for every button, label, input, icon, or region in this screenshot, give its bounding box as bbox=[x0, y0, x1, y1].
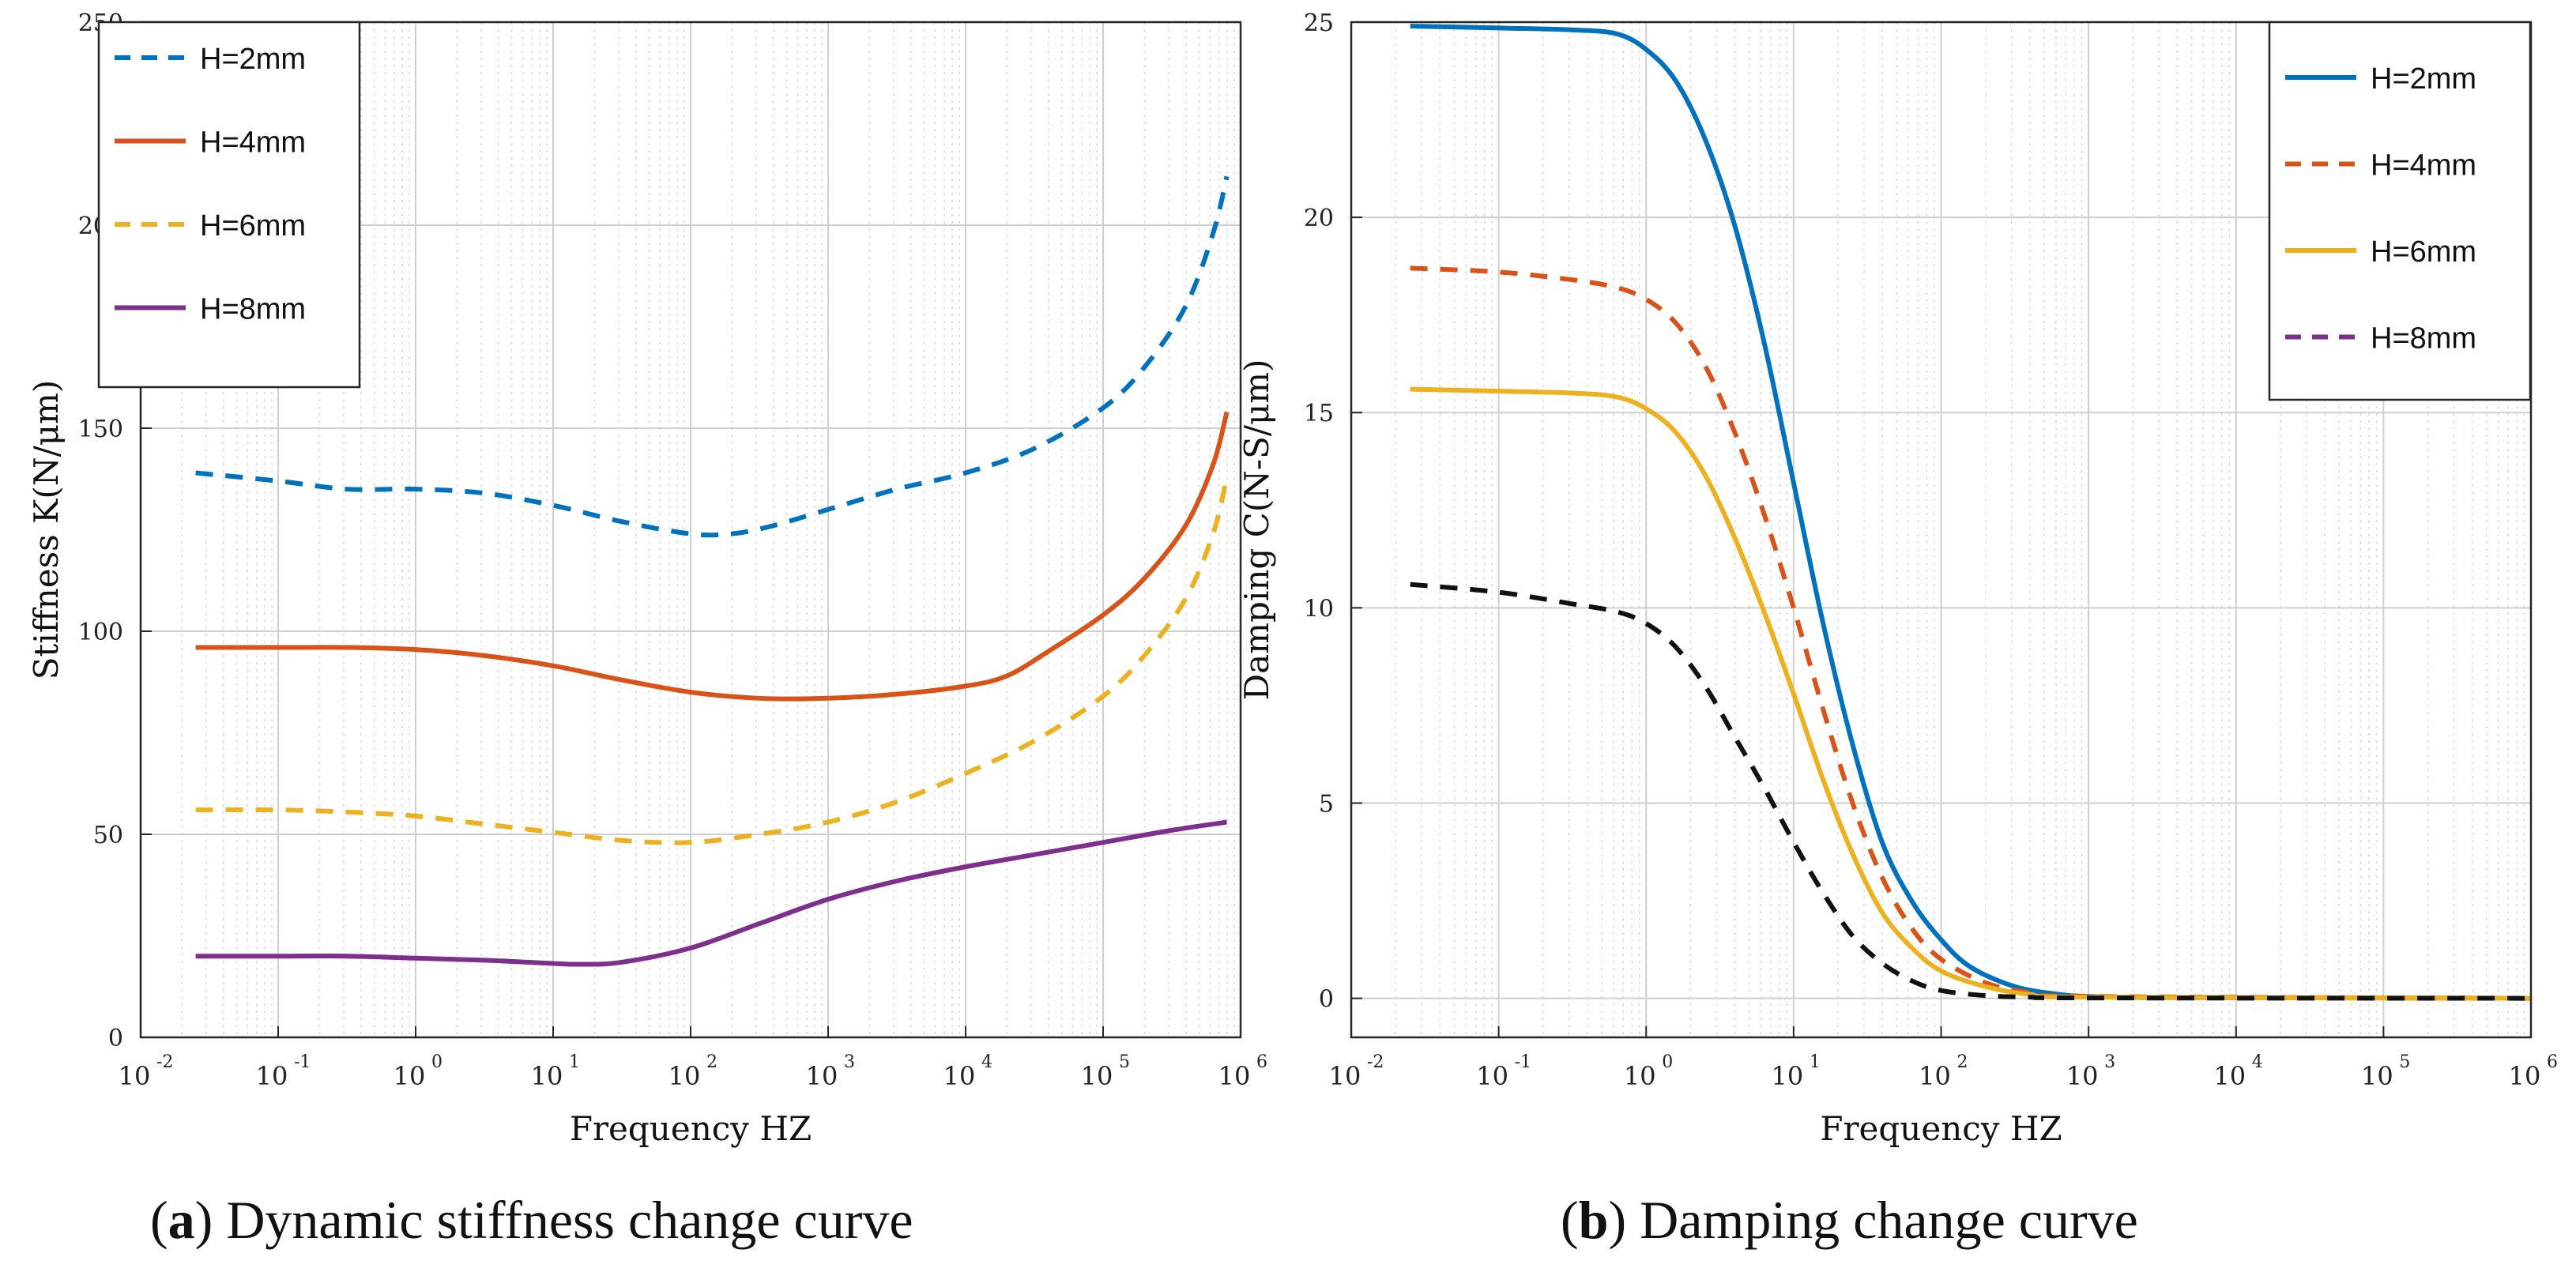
series-group bbox=[1410, 23, 2532, 1001]
x-axis-label: Frequency HZ bbox=[570, 1109, 812, 1148]
y-axis-label: Stiffness K(N/μm) bbox=[27, 380, 66, 679]
x-tick-label: 10 bbox=[394, 1061, 426, 1091]
legend-label: H=6mm bbox=[2371, 235, 2476, 269]
caption-a: (a) Dynamic stiffness change curve bbox=[150, 1190, 913, 1250]
series-line-h-4mm bbox=[195, 411, 1230, 702]
x-tick-labels: 10 -2 10 -1 10 0 10 1 10 2 10 3 10 4 10 5 10 6 bbox=[1329, 1026, 2558, 1091]
legend-label: H=8mm bbox=[2371, 322, 2476, 356]
x-tick-exponent: 2 bbox=[706, 1052, 717, 1072]
legend-label: H=2mm bbox=[2371, 62, 2476, 96]
x-tick-exponent: 5 bbox=[2399, 1052, 2410, 1072]
x-tick-exponent: 4 bbox=[981, 1052, 992, 1072]
series-line-h-6mm bbox=[195, 476, 1230, 845]
chart-panel-a: 10-210-110010110210310410510605010015020… bbox=[27, 9, 1267, 1148]
x-tick-exponent: 6 bbox=[2547, 1052, 2558, 1072]
x-axis-label: Frequency HZ bbox=[1820, 1109, 2062, 1148]
x-tick-label: 10 bbox=[668, 1061, 701, 1091]
x-tick-exponent: 4 bbox=[2252, 1052, 2263, 1072]
x-tick-exponent: -2 bbox=[1367, 1052, 1384, 1072]
x-tick-labels: 10 -2 10 -1 10 0 10 1 10 2 10 3 10 4 10 5 10 6 bbox=[119, 1026, 1267, 1091]
x-tick-label: 10 bbox=[1476, 1061, 1508, 1091]
legend-box bbox=[97, 21, 361, 389]
y-tick-label: 15 bbox=[1304, 400, 1334, 427]
x-tick-exponent: 0 bbox=[431, 1052, 443, 1072]
x-tick-label: 10 bbox=[2509, 1061, 2541, 1091]
x-tick-label: 10 bbox=[2066, 1061, 2099, 1091]
x-tick-exponent: -1 bbox=[294, 1052, 311, 1072]
y-tick-label: 0 bbox=[108, 1025, 123, 1052]
series-line-h-8mm bbox=[1410, 581, 2532, 1001]
x-tick-label: 10 bbox=[1772, 1061, 1804, 1091]
x-tick-label: 10 bbox=[943, 1061, 976, 1091]
legend-label: H=4mm bbox=[200, 126, 306, 160]
y-tick-label: 150 bbox=[78, 416, 123, 443]
y-tick-label: 25 bbox=[1304, 9, 1334, 37]
x-tick-label: 10 bbox=[1624, 1061, 1656, 1091]
x-tick-exponent: 2 bbox=[1957, 1052, 1968, 1072]
x-tick-exponent: 3 bbox=[2104, 1052, 2115, 1072]
y-axis-label: Damping C(N-S/μm) bbox=[1237, 359, 1276, 700]
x-tick-exponent: 6 bbox=[1256, 1052, 1267, 1072]
x-tick-exponent: 3 bbox=[844, 1052, 855, 1072]
legend-label: H=4mm bbox=[2371, 149, 2476, 183]
x-tick-exponent: 5 bbox=[1119, 1052, 1130, 1072]
caption-b: (b) Damping change curve bbox=[1561, 1190, 2138, 1250]
series-line-h-4mm bbox=[1410, 265, 2532, 1001]
y-tick-label: 0 bbox=[1319, 986, 1334, 1014]
y-tick-labels: 0 5 10 15 20 25 bbox=[1304, 9, 1362, 1014]
y-tick-label: 5 bbox=[1319, 790, 1334, 818]
x-tick-exponent: 0 bbox=[1662, 1052, 1673, 1072]
x-tick-exponent: -2 bbox=[156, 1052, 173, 1072]
x-tick-label: 10 bbox=[806, 1061, 838, 1091]
x-tick-label: 10 bbox=[2361, 1061, 2393, 1091]
legend-label: H=6mm bbox=[200, 209, 306, 243]
legend: H=2mm H=4mm H=6mm H=8mm bbox=[97, 21, 361, 389]
series-line-h-8mm bbox=[195, 819, 1228, 967]
x-tick-label: 10 bbox=[1329, 1061, 1361, 1091]
chart-panel-b: 10 -2 10 -1 10 0 10 1 10 2 10 3 10 4 10 5 10 60510152025F… bbox=[1237, 9, 2558, 1148]
x-tick-label: 10 bbox=[2213, 1061, 2246, 1091]
x-tick-exponent: 1 bbox=[1810, 1052, 1821, 1072]
x-tick-exponent: -1 bbox=[1515, 1052, 1531, 1072]
legend: H=2mm H=4mm H=6mm H=8mm bbox=[2268, 21, 2532, 401]
x-tick-label: 10 bbox=[531, 1061, 563, 1091]
series-line-h-2mm bbox=[195, 175, 1230, 538]
x-tick-label: 10 bbox=[1081, 1061, 1113, 1091]
y-tick-label: 20 bbox=[1304, 205, 1334, 232]
x-tick-exponent: 1 bbox=[569, 1052, 580, 1072]
x-tick-label: 10 bbox=[1919, 1061, 1951, 1091]
legend-label: H=2mm bbox=[200, 43, 306, 76]
x-tick-label: 10 bbox=[256, 1061, 288, 1091]
x-tick-label: 10 bbox=[119, 1061, 151, 1091]
y-tick-label: 100 bbox=[78, 619, 123, 646]
series-group bbox=[195, 175, 1230, 967]
y-tick-label: 10 bbox=[1304, 595, 1334, 623]
x-tick-label: 10 bbox=[1218, 1061, 1251, 1091]
y-tick-label: 50 bbox=[93, 822, 123, 849]
legend-label: H=8mm bbox=[200, 293, 306, 326]
